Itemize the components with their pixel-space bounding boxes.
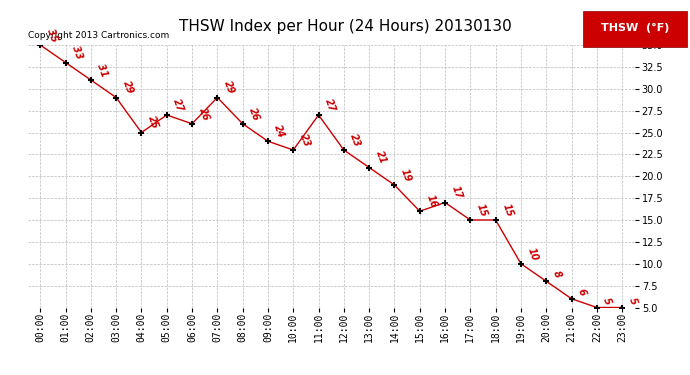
Text: 23: 23 [348, 132, 362, 148]
Text: 5: 5 [602, 296, 613, 306]
Text: 5: 5 [627, 296, 638, 306]
Text: 31: 31 [95, 62, 110, 78]
Text: 27: 27 [171, 97, 186, 113]
Text: 8: 8 [551, 270, 562, 279]
Text: 24: 24 [273, 123, 286, 140]
Text: 15: 15 [500, 202, 514, 218]
Text: 26: 26 [197, 106, 210, 122]
Text: 27: 27 [323, 97, 337, 113]
Text: THSW Index per Hour (24 Hours) 20130130: THSW Index per Hour (24 Hours) 20130130 [179, 19, 511, 34]
Text: 29: 29 [222, 80, 236, 96]
Text: 19: 19 [399, 167, 413, 183]
Text: 17: 17 [450, 184, 464, 201]
Text: 23: 23 [298, 132, 312, 148]
Text: Copyright 2013 Cartronics.com: Copyright 2013 Cartronics.com [28, 31, 169, 40]
Text: 15: 15 [475, 202, 489, 218]
Text: 33: 33 [70, 45, 84, 61]
Text: 21: 21 [374, 150, 388, 166]
Text: 35: 35 [45, 27, 59, 43]
Text: 6: 6 [576, 287, 588, 297]
Text: 16: 16 [424, 194, 438, 210]
Text: 25: 25 [146, 115, 160, 131]
Text: 29: 29 [121, 80, 135, 96]
Text: 10: 10 [526, 246, 540, 262]
Text: 26: 26 [247, 106, 262, 122]
Text: THSW  (°F): THSW (°F) [600, 23, 669, 33]
